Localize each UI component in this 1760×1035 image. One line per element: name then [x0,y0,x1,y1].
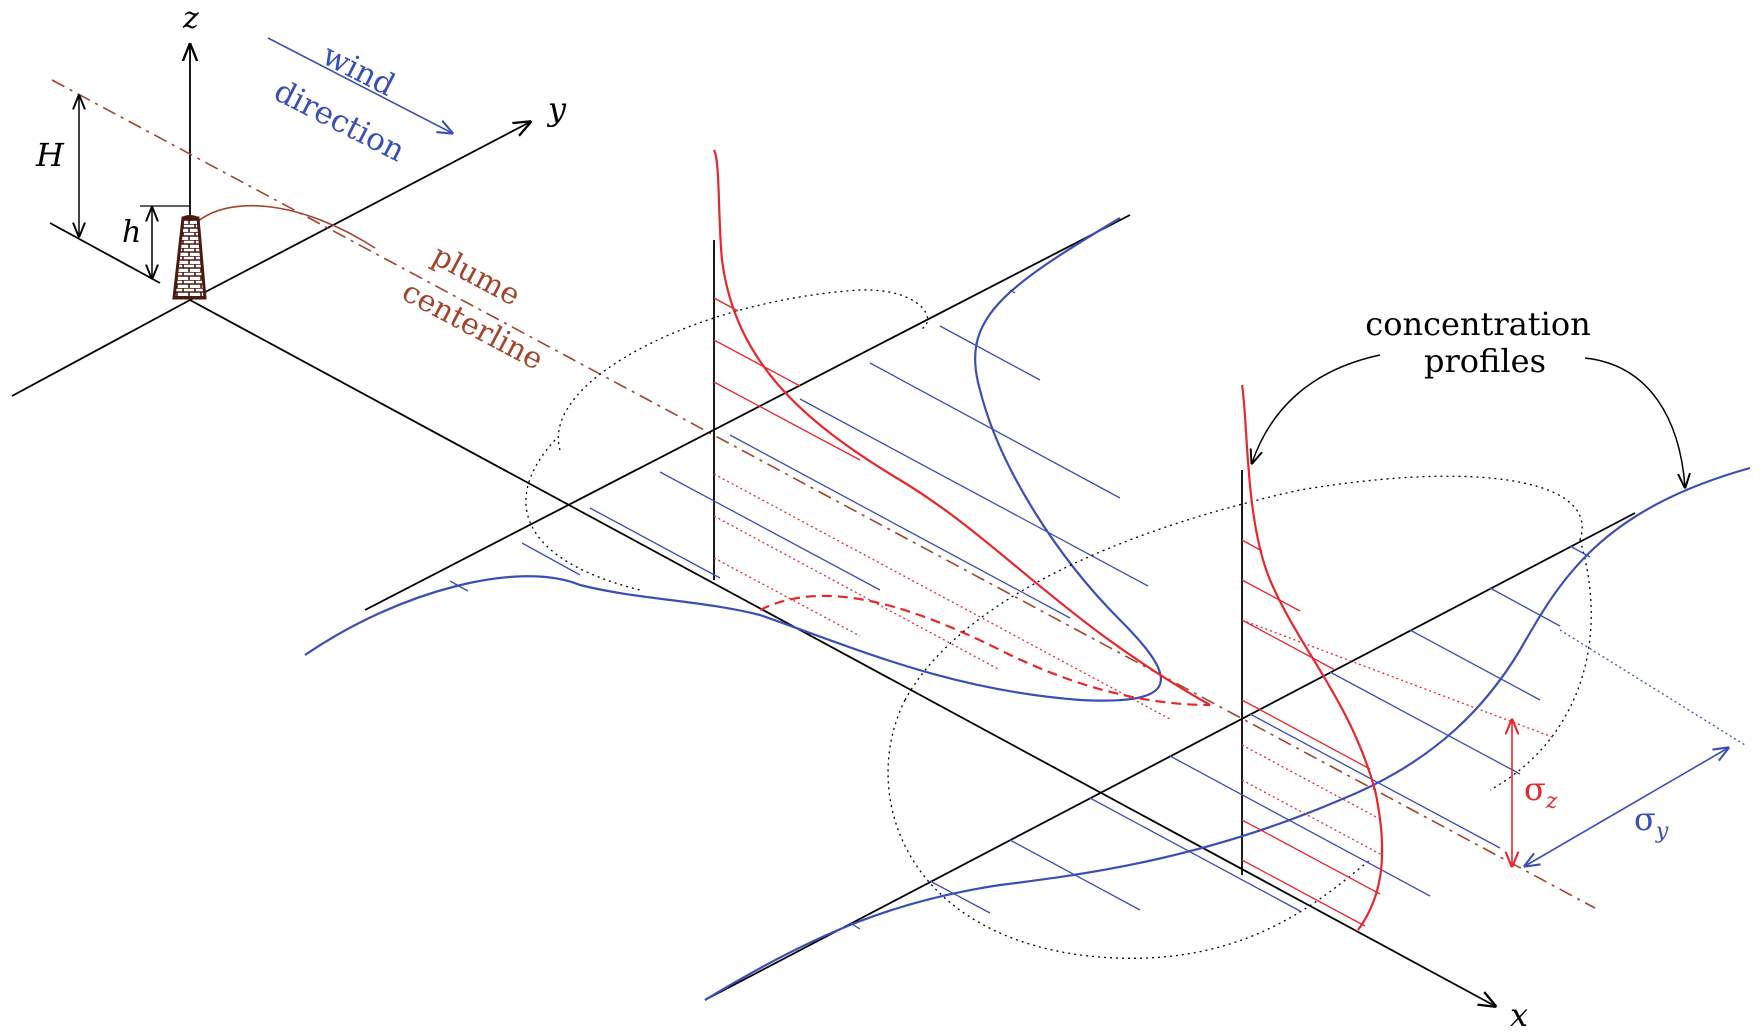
sigma-y-label: σy [1634,800,1669,844]
plume-envelope-near-lower [525,439,641,591]
x-axis [189,299,1495,1006]
horizontal-profile-hatch-far [849,545,1591,930]
effective-height-label: H [35,136,65,174]
concentration-pointer-left [1252,354,1381,463]
y-axis-label: y [546,90,567,128]
wind-label-line1: wind [316,37,400,104]
concentration-label-line1: concentration [1365,305,1590,343]
plume-rise-curve [196,204,376,249]
concentration-label-line2: profiles [1424,342,1546,380]
vertical-profile-hatch-near [713,297,861,461]
plume-envelope-far [887,699,1371,959]
vertical-concentration-profile-far [1240,384,1384,931]
section-y-axis-near [364,214,1131,611]
sigma-y-guide [1559,629,1746,746]
sigma-y-arrow [1525,748,1728,866]
ground-line-back [49,222,161,284]
horizontal-profile-hatch-near [449,289,1149,619]
cross-section-near [304,149,1211,720]
horizontal-concentration-profile-far [704,466,1751,1001]
wind-direction-arrow [267,37,452,133]
stack-height-label: h [122,215,141,250]
vertical-profile-hatch-far [1241,539,1381,927]
z-axis-label: z [182,1,199,36]
coordinate-axes [11,45,1495,1006]
plume-envelope-near [557,289,929,451]
cross-section-far [704,384,1751,1001]
vertical-profile-hatch-near-dotted [713,473,1171,720]
vertical-profile-ground-near [759,594,1211,707]
vertical-profile-hatch-far-dotted [1241,619,1556,856]
plume-envelope-far-right [1489,539,1592,791]
concentration-pointer-right [1584,357,1685,487]
y-axis-negative [11,299,191,397]
vertical-concentration-profile-near [712,149,1211,706]
plume-centerline [51,79,1596,909]
y-axis [189,122,530,301]
horizontal-concentration-profile-near [304,217,1162,702]
chimney-icon [172,215,207,300]
x-axis-label: x [1510,996,1528,1030]
sigma-z-label: σz [1524,770,1558,814]
